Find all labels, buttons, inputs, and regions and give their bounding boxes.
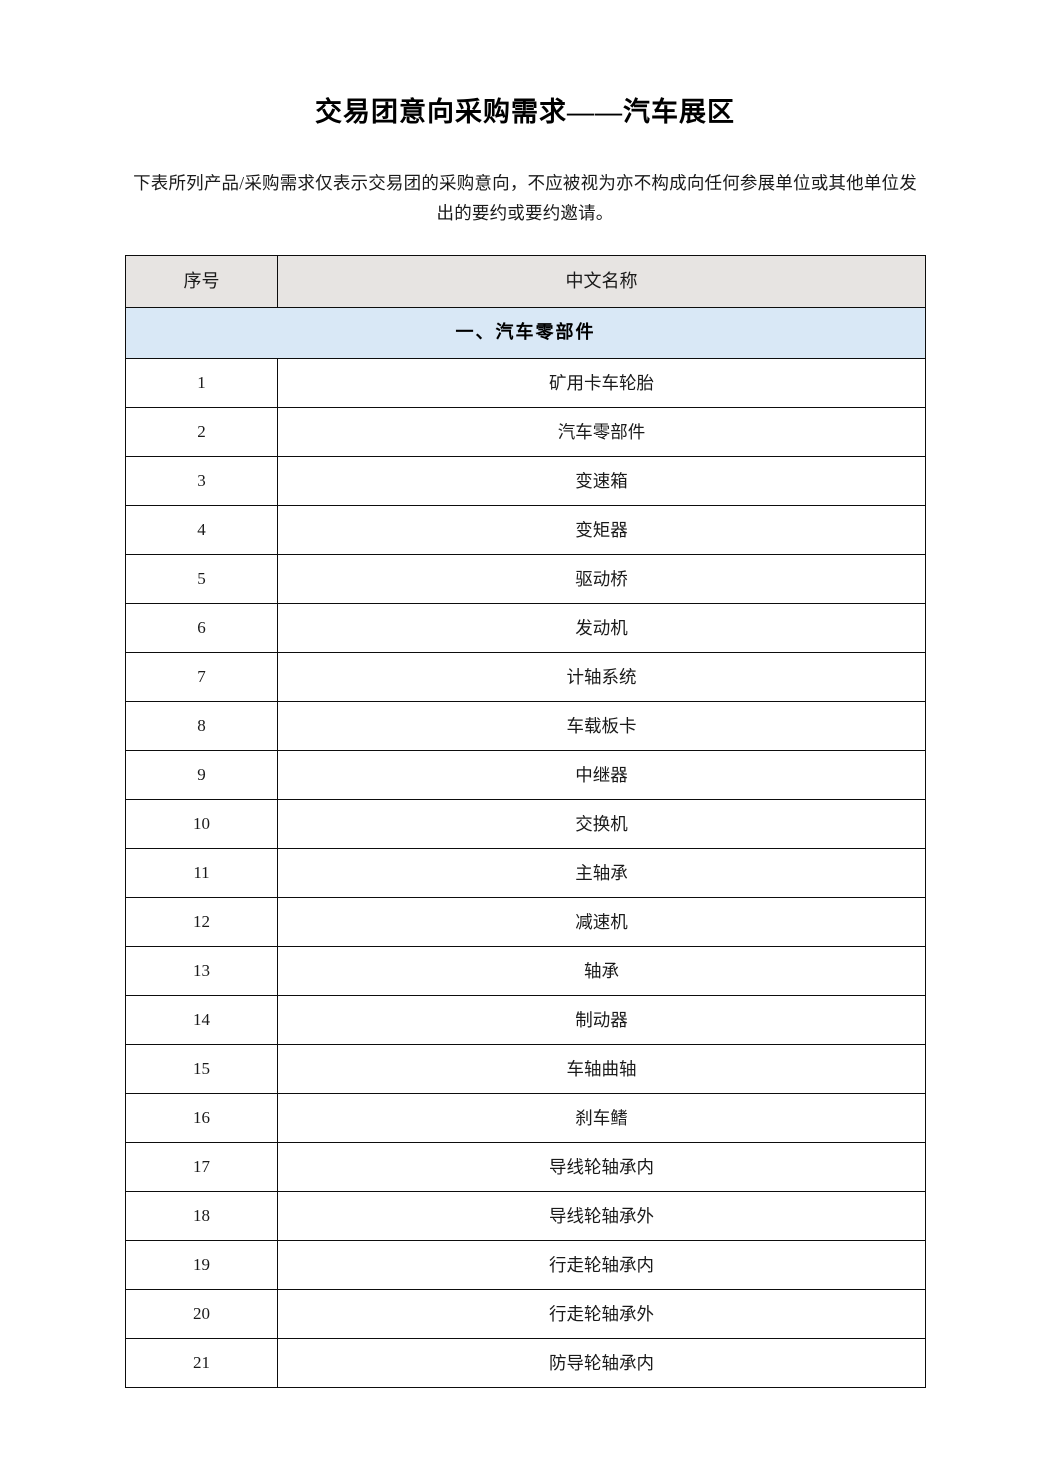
procurement-table-container: 序号 中文名称 一、汽车零部件 1 矿用卡车轮胎 2 汽车零部件 3 xyxy=(125,229,926,1388)
row-name: 防导轮轴承内 xyxy=(277,1338,926,1388)
page-title: 交易团意向采购需求——汽车展区 xyxy=(315,97,735,127)
row-name: 刹车鳍 xyxy=(277,1093,926,1143)
row-name: 变矩器 xyxy=(277,505,926,555)
table-row: 18 导线轮轴承外 xyxy=(125,1191,926,1241)
table-row: 3 变速箱 xyxy=(125,456,926,506)
row-name: 计轴系统 xyxy=(277,652,926,702)
table-header-row: 序号 中文名称 xyxy=(125,255,926,308)
table-row: 14 制动器 xyxy=(125,995,926,1045)
row-index: 10 xyxy=(125,799,278,849)
row-name: 减速机 xyxy=(277,897,926,947)
procurement-table: 序号 中文名称 一、汽车零部件 1 矿用卡车轮胎 2 汽车零部件 3 xyxy=(125,255,926,1388)
row-index: 4 xyxy=(125,505,278,555)
row-index: 3 xyxy=(125,456,278,506)
table-row: 13 轴承 xyxy=(125,946,926,996)
row-index: 11 xyxy=(125,848,278,898)
row-index: 19 xyxy=(125,1240,278,1290)
row-name: 轴承 xyxy=(277,946,926,996)
table-row: 17 导线轮轴承内 xyxy=(125,1142,926,1192)
row-index: 7 xyxy=(125,652,278,702)
table-row: 4 变矩器 xyxy=(125,505,926,555)
row-index: 12 xyxy=(125,897,278,947)
intro-paragraph: 下表所列产品/采购需求仅表示交易团的采购意向，不应被视为亦不构成向任何参展单位或… xyxy=(133,172,917,224)
row-name: 中继器 xyxy=(277,750,926,800)
row-index: 16 xyxy=(125,1093,278,1143)
row-name: 主轴承 xyxy=(277,848,926,898)
table-header: 序号 中文名称 xyxy=(125,255,926,308)
row-index: 1 xyxy=(125,358,278,408)
row-index: 5 xyxy=(125,554,278,604)
row-name: 驱动桥 xyxy=(277,554,926,604)
section-heading: 一、汽车零部件 xyxy=(125,307,926,359)
row-name: 行走轮轴承内 xyxy=(277,1240,926,1290)
table-row: 11 主轴承 xyxy=(125,848,926,898)
row-name: 汽车零部件 xyxy=(277,407,926,457)
table-row: 15 车轴曲轴 xyxy=(125,1044,926,1094)
row-index: 18 xyxy=(125,1191,278,1241)
table-row: 7 计轴系统 xyxy=(125,652,926,702)
row-index: 6 xyxy=(125,603,278,653)
row-name: 车轴曲轴 xyxy=(277,1044,926,1094)
table-row: 19 行走轮轴承内 xyxy=(125,1240,926,1290)
row-index: 2 xyxy=(125,407,278,457)
column-header-name: 中文名称 xyxy=(277,255,926,308)
row-name: 导线轮轴承内 xyxy=(277,1142,926,1192)
row-index: 15 xyxy=(125,1044,278,1094)
row-name: 变速箱 xyxy=(277,456,926,506)
row-index: 20 xyxy=(125,1289,278,1339)
table-row: 8 车载板卡 xyxy=(125,701,926,751)
table-row: 16 刹车鳍 xyxy=(125,1093,926,1143)
table-section-row: 一、汽车零部件 xyxy=(125,307,926,359)
table-row: 21 防导轮轴承内 xyxy=(125,1338,926,1388)
column-header-index: 序号 xyxy=(125,255,278,308)
table-row: 5 驱动桥 xyxy=(125,554,926,604)
row-name: 导线轮轴承外 xyxy=(277,1191,926,1241)
table-row: 6 发动机 xyxy=(125,603,926,653)
row-name: 矿用卡车轮胎 xyxy=(277,358,926,408)
row-name: 发动机 xyxy=(277,603,926,653)
table-row: 9 中继器 xyxy=(125,750,926,800)
table-body: 一、汽车零部件 1 矿用卡车轮胎 2 汽车零部件 3 变速箱 4 变矩器 xyxy=(125,307,926,1388)
table-row: 10 交换机 xyxy=(125,799,926,849)
row-index: 9 xyxy=(125,750,278,800)
row-name: 行走轮轴承外 xyxy=(277,1289,926,1339)
row-index: 13 xyxy=(125,946,278,996)
row-index: 14 xyxy=(125,995,278,1045)
table-row: 1 矿用卡车轮胎 xyxy=(125,358,926,408)
row-index: 17 xyxy=(125,1142,278,1192)
row-name: 车载板卡 xyxy=(277,701,926,751)
table-row: 12 减速机 xyxy=(125,897,926,947)
row-name: 制动器 xyxy=(277,995,926,1045)
table-row: 2 汽车零部件 xyxy=(125,407,926,457)
table-row: 20 行走轮轴承外 xyxy=(125,1289,926,1339)
row-name: 交换机 xyxy=(277,799,926,849)
row-index: 8 xyxy=(125,701,278,751)
row-index: 21 xyxy=(125,1338,278,1388)
